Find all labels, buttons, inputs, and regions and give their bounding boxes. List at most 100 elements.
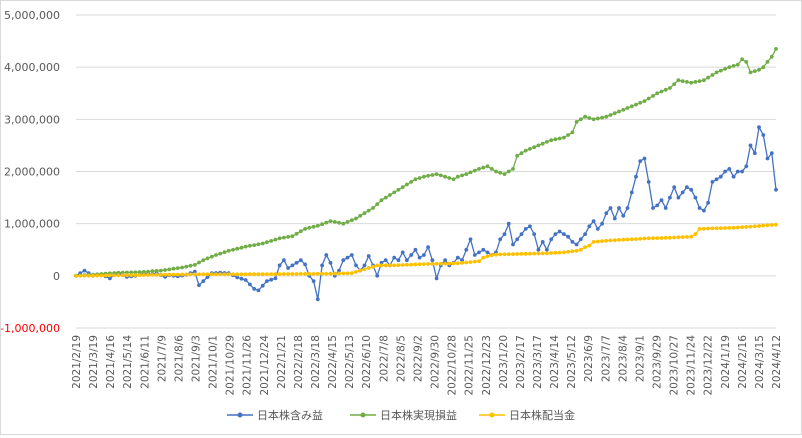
- data-point: [591, 240, 596, 244]
- data-point: [718, 226, 723, 231]
- data-point: [354, 216, 358, 221]
- data-point: [82, 273, 87, 278]
- data-point: [761, 133, 766, 137]
- data-point: [617, 206, 621, 210]
- data-point: [757, 224, 761, 228]
- data-point: [222, 250, 227, 255]
- data-point: [536, 143, 541, 148]
- data-point: [642, 99, 647, 103]
- data-point: [324, 220, 329, 225]
- legend-item: 日本株配当金: [479, 408, 575, 422]
- data-point: [345, 271, 350, 276]
- data-point: [129, 273, 134, 278]
- data-point: [396, 258, 401, 263]
- data-point: [553, 250, 558, 255]
- data-point: [294, 260, 299, 265]
- data-point: [685, 80, 689, 84]
- data-point: [676, 235, 681, 240]
- data-point: [676, 195, 681, 200]
- data-point: [578, 247, 583, 252]
- data-point: [562, 232, 566, 237]
- data-point: [506, 221, 511, 226]
- data-point: [769, 151, 774, 156]
- data-point: [735, 169, 740, 174]
- data-point: [574, 248, 579, 253]
- data-point: [171, 272, 176, 277]
- data-point: [515, 252, 520, 256]
- y-tick-label: 0: [53, 270, 60, 283]
- data-point: [434, 276, 439, 281]
- data-point: [332, 220, 337, 224]
- y-tick-label: 5,000,000: [4, 9, 60, 22]
- data-point: [366, 208, 371, 213]
- data-point: [307, 272, 312, 276]
- data-point: [400, 185, 405, 190]
- data-point: [761, 65, 766, 70]
- data-point: [417, 255, 422, 260]
- data-point: [595, 227, 600, 231]
- data-point: [591, 219, 596, 224]
- data-point: [506, 252, 511, 257]
- x-tick-label: 2021/11/26: [242, 335, 254, 396]
- data-point: [752, 69, 757, 73]
- y-tick-label: 3,000,000: [4, 113, 60, 126]
- data-point: [426, 262, 430, 266]
- data-point: [201, 258, 206, 263]
- data-point: [612, 216, 617, 221]
- data-point: [621, 107, 626, 112]
- data-point: [489, 167, 494, 171]
- data-point: [154, 272, 159, 277]
- data-point: [405, 262, 409, 267]
- data-point: [400, 250, 405, 255]
- data-point: [320, 263, 324, 268]
- data-point: [519, 252, 524, 256]
- data-point: [617, 238, 621, 242]
- data-point: [328, 219, 333, 224]
- data-point: [748, 70, 753, 75]
- data-point: [396, 187, 401, 192]
- data-point: [451, 177, 456, 182]
- data-point: [769, 54, 774, 59]
- data-point: [205, 272, 210, 277]
- data-point: [409, 262, 414, 267]
- data-point: [608, 206, 613, 210]
- series-line: [75, 48, 777, 277]
- data-point: [600, 115, 604, 120]
- data-point: [600, 221, 604, 226]
- data-point: [557, 229, 562, 234]
- data-point: [638, 236, 643, 241]
- data-point: [383, 258, 388, 263]
- data-point: [116, 270, 121, 275]
- legend-label: 日本株含み益: [257, 408, 323, 422]
- data-point: [587, 116, 592, 120]
- data-point: [744, 60, 749, 64]
- data-point: [256, 272, 261, 277]
- data-point: [659, 236, 664, 240]
- data-point: [506, 169, 511, 174]
- data-point: [252, 243, 257, 248]
- data-point: [324, 253, 329, 257]
- data-point: [472, 168, 477, 173]
- data-point: [464, 247, 469, 252]
- data-point: [239, 272, 244, 277]
- data-point: [443, 258, 447, 263]
- data-point: [133, 273, 138, 277]
- data-point: [417, 176, 422, 180]
- data-point: [273, 237, 278, 242]
- data-point: [642, 236, 647, 241]
- data-point: [718, 68, 723, 73]
- data-point: [460, 261, 464, 265]
- data-point: [315, 297, 320, 302]
- data-point: [638, 100, 643, 105]
- data-point: [273, 276, 278, 281]
- data-point: [116, 273, 121, 278]
- data-point: [549, 251, 554, 255]
- data-point: [634, 237, 638, 242]
- legend-label: 日本株実現損益: [380, 408, 457, 422]
- legend-label: 日本株配当金: [509, 408, 575, 422]
- data-point: [523, 227, 528, 231]
- data-point: [142, 270, 146, 274]
- data-point: [668, 235, 672, 240]
- data-point: [663, 236, 668, 240]
- data-point: [740, 57, 744, 62]
